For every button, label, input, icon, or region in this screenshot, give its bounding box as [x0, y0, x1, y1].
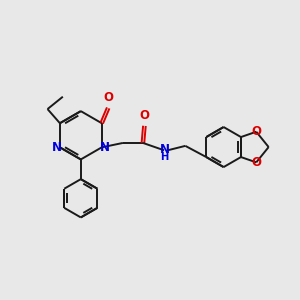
Text: N: N: [160, 143, 170, 156]
Text: N: N: [52, 141, 62, 154]
Text: N: N: [100, 141, 110, 154]
Text: O: O: [252, 125, 262, 138]
Text: O: O: [252, 156, 262, 169]
Text: O: O: [103, 92, 113, 104]
Text: H: H: [160, 152, 169, 162]
Text: O: O: [140, 109, 149, 122]
